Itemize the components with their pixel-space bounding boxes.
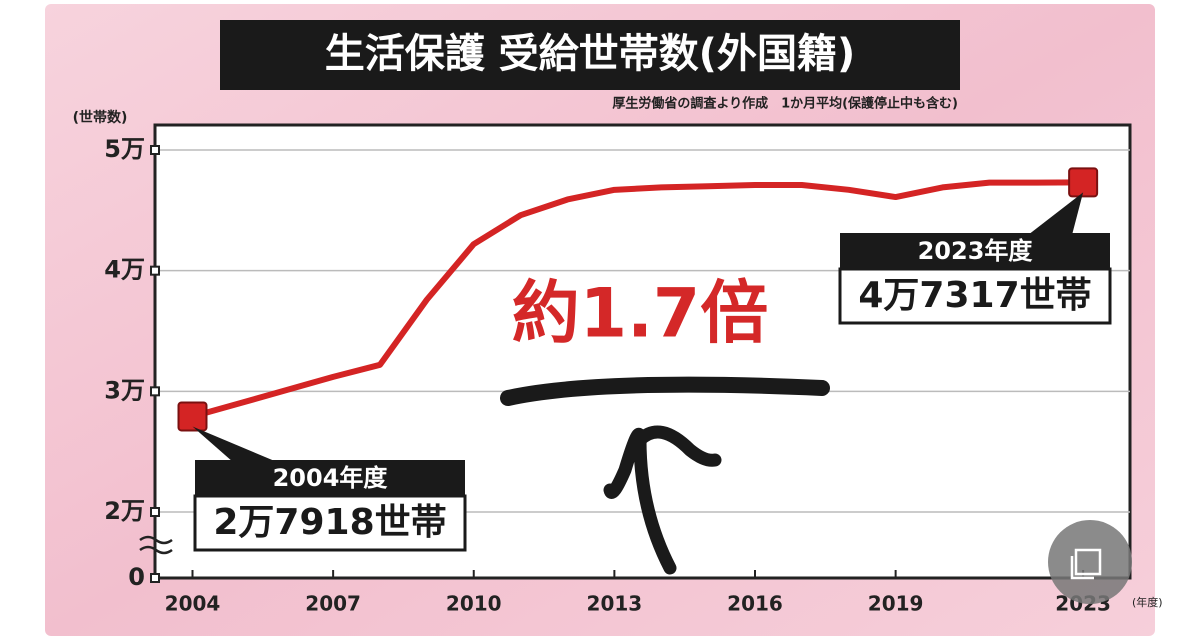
y-tick (150, 386, 160, 397)
x-tick-label: 2019 (868, 592, 924, 616)
callout-pointer (192, 426, 277, 462)
x-tick-label: 2016 (727, 592, 783, 616)
y-tick (150, 145, 160, 155)
callout-body (193, 494, 467, 552)
y-tick (150, 573, 160, 583)
annotation: 約1.7倍 (512, 275, 768, 354)
scribble-arrow (603, 425, 722, 575)
point-marker (177, 401, 208, 432)
chart-title: 生活保護 受給世帯数(外国籍) (325, 31, 856, 77)
point-marker (1068, 167, 1099, 198)
x-tick-label: 2007 (305, 592, 361, 616)
subtitle: 厚生労働省の調査より作成 1か月平均(保護停止中も含む) (612, 96, 958, 112)
gallery-icon (1074, 548, 1102, 576)
scribble-line (500, 376, 830, 406)
callout-pointer (1028, 192, 1084, 235)
callout-header (840, 233, 1110, 269)
x-unit: (年度) (1132, 595, 1163, 609)
y-tick (150, 507, 160, 517)
value-label: 4万7317世帯 (858, 275, 1091, 316)
value-label: 2万7918世帯 (213, 502, 446, 543)
y-tick-label: 3万 (104, 376, 145, 404)
gallery-icon-back (1070, 556, 1094, 580)
y-tick-label: 2万 (104, 497, 145, 525)
callout-body (838, 267, 1112, 325)
title-box (220, 20, 960, 90)
y-tick-label: 4万 (104, 256, 145, 284)
callout-period: 2023年度 (918, 237, 1034, 265)
callout-period: 2004年度 (273, 464, 389, 492)
x-tick-label: 2010 (446, 592, 502, 616)
data-line (191, 179, 1084, 420)
x-tick-label: 2004 (165, 592, 221, 616)
y-tick-label: 5万 (104, 135, 145, 163)
y-tick (150, 265, 160, 276)
x-tick-label: 2013 (587, 592, 643, 616)
y-tick-label: 0 (128, 563, 145, 591)
gallery-button[interactable] (1048, 520, 1132, 604)
callout-header (195, 460, 465, 496)
y-unit: (世帯数) (73, 109, 128, 126)
axis-break (139, 535, 173, 555)
